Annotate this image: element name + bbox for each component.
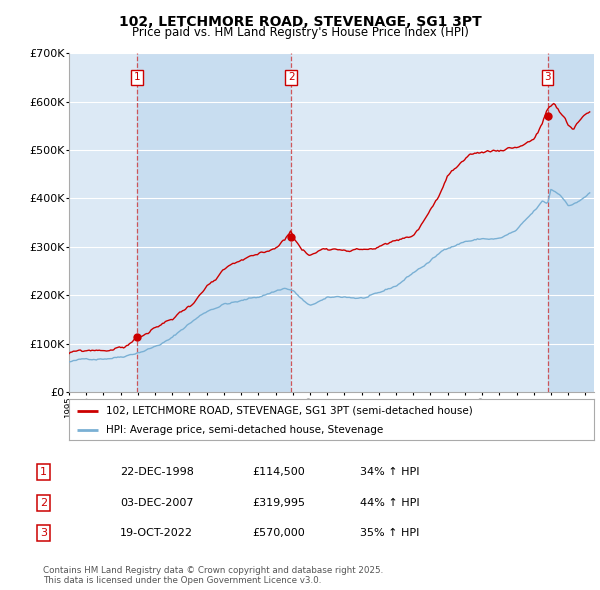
Text: 03-DEC-2007: 03-DEC-2007	[120, 498, 193, 507]
Text: 44% ↑ HPI: 44% ↑ HPI	[360, 498, 419, 507]
Text: 3: 3	[40, 529, 47, 538]
Text: 2: 2	[288, 73, 295, 83]
Bar	[292, 53, 548, 392]
Text: 3: 3	[544, 73, 551, 83]
Text: 19-OCT-2022: 19-OCT-2022	[120, 529, 193, 538]
Bar	[69, 53, 137, 392]
Text: 102, LETCHMORE ROAD, STEVENAGE, SG1 3PT (semi-detached house): 102, LETCHMORE ROAD, STEVENAGE, SG1 3PT …	[106, 406, 473, 416]
Text: HPI: Average price, semi-detached house, Stevenage: HPI: Average price, semi-detached house,…	[106, 425, 383, 434]
Bar	[137, 53, 292, 392]
Text: 2: 2	[40, 498, 47, 507]
Text: 35% ↑ HPI: 35% ↑ HPI	[360, 529, 419, 538]
Text: £570,000: £570,000	[252, 529, 305, 538]
Text: 22-DEC-1998: 22-DEC-1998	[120, 467, 194, 477]
Text: Price paid vs. HM Land Registry's House Price Index (HPI): Price paid vs. HM Land Registry's House …	[131, 26, 469, 39]
Text: £114,500: £114,500	[252, 467, 305, 477]
Text: £319,995: £319,995	[252, 498, 305, 507]
Text: Contains HM Land Registry data © Crown copyright and database right 2025.
This d: Contains HM Land Registry data © Crown c…	[43, 566, 383, 585]
Text: 1: 1	[40, 467, 47, 477]
Text: 34% ↑ HPI: 34% ↑ HPI	[360, 467, 419, 477]
Text: 102, LETCHMORE ROAD, STEVENAGE, SG1 3PT: 102, LETCHMORE ROAD, STEVENAGE, SG1 3PT	[119, 15, 481, 29]
Bar	[548, 53, 594, 392]
Text: 1: 1	[134, 73, 140, 83]
